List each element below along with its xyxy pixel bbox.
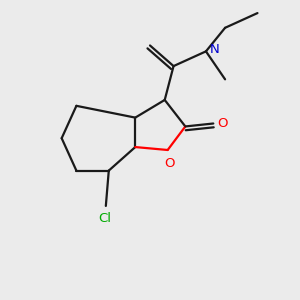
Text: Cl: Cl [98, 212, 111, 225]
Text: O: O [217, 117, 227, 130]
Text: N: N [209, 44, 219, 56]
Text: O: O [164, 158, 174, 170]
